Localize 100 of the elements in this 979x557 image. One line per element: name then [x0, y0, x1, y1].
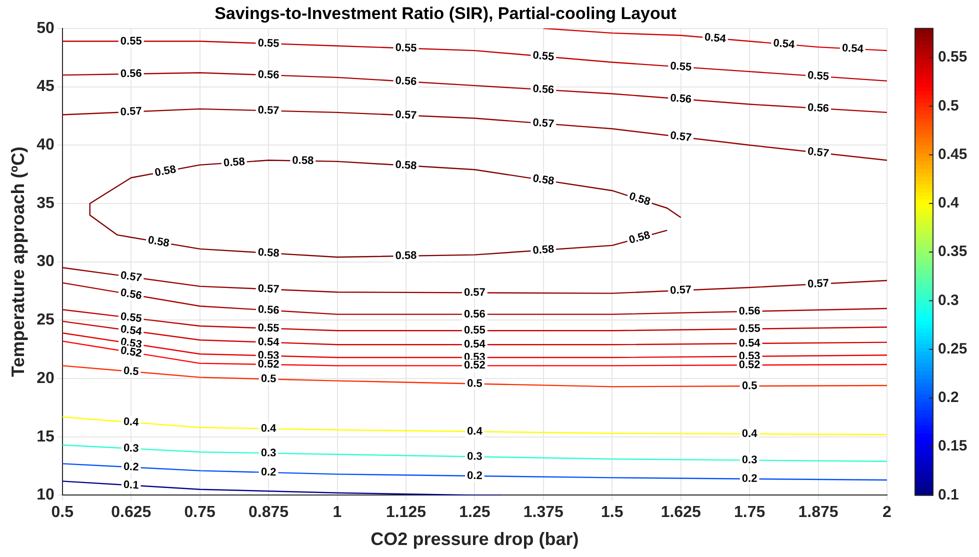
y-axis-title: Temperature approach (ºC): [8, 146, 28, 377]
text: 0.5: [466, 378, 482, 390]
color-bar-label: 0.55: [938, 48, 968, 66]
text: 0.55: [120, 35, 142, 48]
series-label: 0.54: [842, 42, 865, 56]
x-tick-label: 2: [882, 504, 892, 522]
y-tick-label: 20: [36, 370, 54, 387]
text: 0.57: [532, 116, 555, 130]
color-bar-label: 0.35: [938, 243, 968, 260]
x-tick-label: 0.5: [51, 504, 74, 522]
text: 0.5: [122, 364, 140, 378]
text: 0.56: [394, 74, 418, 88]
series-label: 0.1: [123, 478, 140, 492]
text: 0.56: [670, 92, 692, 106]
y-tick-label: 30: [36, 253, 54, 270]
text: 0.3: [742, 454, 758, 466]
text: 0.4: [123, 416, 140, 429]
series-label: 0.56: [464, 308, 486, 320]
text: 0.58: [532, 172, 555, 188]
text: 0.56: [258, 68, 280, 82]
x-tick-label: 1.5: [601, 504, 624, 522]
text: 0.2: [466, 470, 482, 482]
series-label: 0.4: [742, 428, 758, 440]
text: 0.57: [258, 282, 280, 296]
y-tick-label: 35: [36, 194, 54, 212]
text: 0.58: [628, 190, 652, 208]
text: 0.54: [464, 338, 486, 351]
text: 0.3: [260, 447, 276, 460]
y-tick-label: 25: [36, 312, 54, 329]
color-bar-label: 0.4: [938, 194, 960, 212]
text: 0.54: [772, 37, 796, 52]
color-bar-label: 0.25: [938, 340, 968, 358]
text: 0.58: [223, 156, 246, 170]
x-axis-title: CO2 pressure drop (bar): [370, 529, 579, 550]
text: 0.57: [120, 105, 142, 118]
x-tick-label: 1.375: [523, 504, 564, 522]
y-tick-label: 40: [36, 136, 54, 154]
text: 0.55: [532, 50, 555, 64]
series-label: 0.55: [258, 322, 280, 335]
series-label: 0.57: [258, 104, 280, 117]
color-bar-label: 0.15: [938, 438, 968, 455]
text: 0.58: [394, 158, 418, 172]
text: 0.56: [738, 305, 760, 318]
text: 0.58: [292, 154, 314, 168]
y-tick-label: 50: [36, 20, 54, 37]
color-bar-label: 0.2: [938, 389, 959, 406]
text: 0.55: [120, 310, 142, 326]
x-tick-label: 1.125: [386, 504, 426, 522]
color-bar-label: 0.5: [938, 97, 959, 114]
y-tick-label: 15: [36, 428, 54, 446]
chart-title: Savings-to-Investment Ratio (SIR), Partial-cooling Layout: [214, 4, 677, 23]
text: 0.52: [120, 344, 143, 360]
x-tick-label: 1.625: [660, 504, 701, 522]
text: 0.57: [670, 284, 692, 297]
x-tick-label: 0.75: [184, 504, 216, 522]
text: 0.58: [258, 246, 280, 260]
text: 0.56: [120, 68, 142, 80]
text: 0.55: [738, 322, 760, 336]
text: 0.54: [704, 31, 726, 46]
x-tick-label: 1.75: [734, 504, 766, 522]
text: 0.56: [120, 286, 143, 302]
text: 0.55: [258, 37, 280, 50]
text: 0.57: [670, 130, 692, 144]
text: 0.55: [464, 324, 486, 337]
series-label: 0.58: [532, 243, 554, 257]
text: 0.56: [258, 304, 280, 317]
text: 0.4: [260, 422, 276, 435]
color-bar-label: 0.1: [938, 486, 959, 504]
text: 0.55: [670, 60, 692, 74]
text: 0.57: [807, 277, 830, 291]
text: 0.57: [395, 108, 417, 122]
x-tick-label: 1: [332, 504, 342, 522]
text: 0.52: [258, 358, 280, 371]
text: 0.58: [628, 229, 652, 247]
text: 0.2: [123, 460, 140, 474]
color-bar-label: 0.3: [938, 292, 959, 309]
series-label: 0.5: [742, 380, 758, 392]
color-bar-label: 0.45: [938, 146, 968, 163]
text: 0.2: [742, 472, 758, 485]
text: 0.5: [260, 372, 276, 386]
series-label: 0.56: [807, 102, 830, 115]
series-label: 0.57: [464, 286, 486, 299]
series-label: 0.55: [807, 70, 830, 83]
series-label: 0.54: [738, 337, 762, 350]
series-label: 0.2: [260, 466, 276, 479]
x-tick-label: 1.875: [798, 504, 838, 522]
text: 0.58: [147, 234, 170, 250]
text: 0.56: [532, 83, 554, 96]
x-tick-label: 1.25: [459, 504, 490, 522]
text: 0.54: [258, 336, 280, 349]
text: 0.4: [466, 426, 482, 438]
text: 0.58: [395, 250, 417, 262]
text: 0.54: [120, 323, 143, 338]
text: 0.3: [466, 450, 482, 463]
text: 0.55: [395, 42, 417, 55]
text: 0.58: [154, 164, 178, 180]
y-tick-label: 10: [36, 486, 54, 504]
series-label: 0.52: [738, 359, 760, 372]
text: 0.57: [120, 270, 143, 284]
x-tick-label: 0.875: [248, 504, 289, 522]
